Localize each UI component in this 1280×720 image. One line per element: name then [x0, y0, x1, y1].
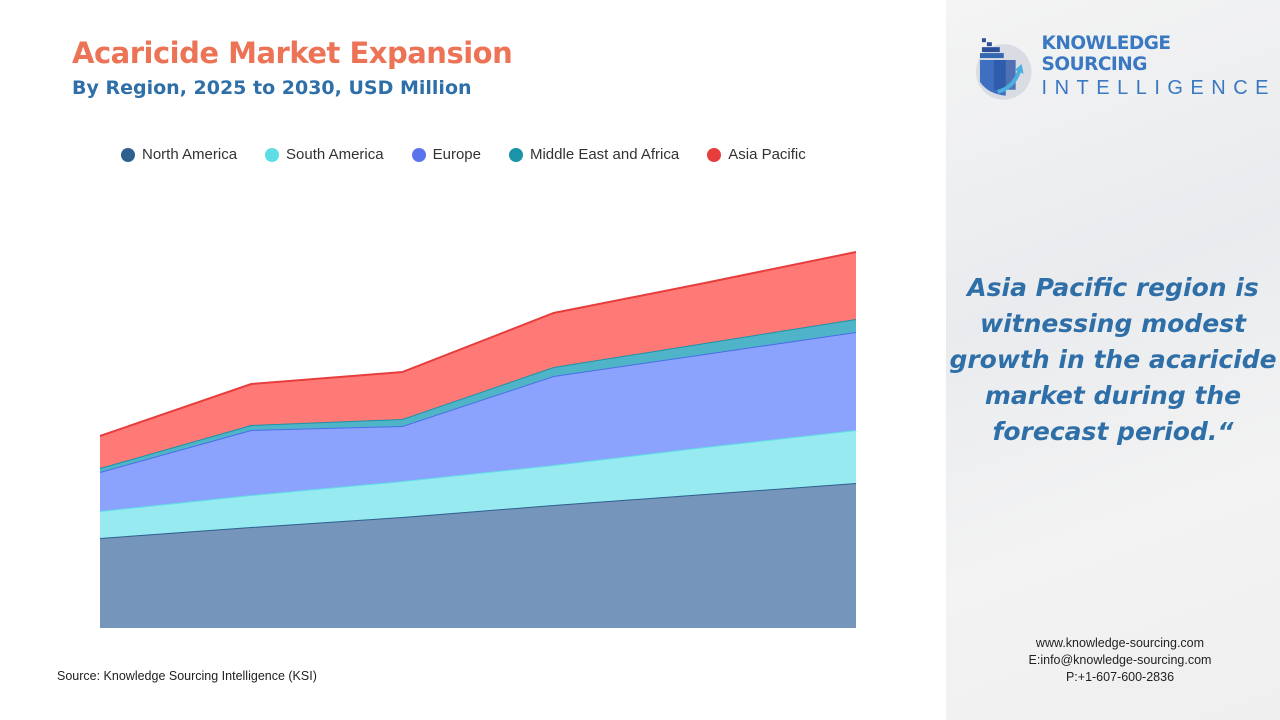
area-asia-pacific — [100, 252, 856, 468]
logo-icon — [975, 38, 1032, 100]
email-link[interactable]: E:info@knowledge-sourcing.com — [1028, 653, 1212, 667]
area-middle-east-and-africa — [100, 319, 856, 472]
source-note: Source: Knowledge Sourcing Intelligence … — [57, 669, 317, 683]
legend-dot — [411, 147, 426, 162]
logo: KNOWLEDGE SOURCING INTELLIGENCE — [974, 30, 1280, 102]
side-panel — [946, 0, 1280, 720]
area-south-america — [100, 430, 856, 538]
legend-dot — [121, 147, 135, 162]
highlight-quote: Asia Pacific region is witnessing modest… — [949, 273, 1277, 446]
legend-dot — [707, 147, 722, 162]
area-north-america — [100, 483, 856, 628]
area-europe — [100, 332, 856, 511]
line-europe — [99, 331, 857, 473]
legend-item-asia-pacific: Asia Pacific — [707, 146, 806, 163]
legend-label: Asia Pacific — [728, 146, 806, 163]
legend-label: South America — [286, 146, 384, 163]
legend: North America South America Europe Middl… — [121, 146, 806, 163]
phone-number: P:+1-607-600-2836 — [1065, 670, 1175, 684]
legend-dot — [508, 147, 523, 162]
legend-item-south-america: South America — [265, 146, 384, 163]
legend-item-middle-east-africa: Middle East and Africa — [508, 146, 680, 163]
legend-dot — [265, 147, 280, 162]
logo-text-line1: KNOWLEDGE SOURCING — [1041, 32, 1172, 75]
legend-item-europe: Europe — [411, 146, 481, 163]
logo-text-line2: INTELLIGENCE — [1041, 76, 1276, 99]
legend-label: North America — [142, 146, 238, 163]
line-asia-pacific — [99, 251, 857, 437]
legend-label: Middle East and Africa — [529, 146, 680, 163]
chart-title: Acaricide Market Expansion — [72, 36, 513, 70]
stacked-area-chart — [99, 251, 857, 628]
legend-label: Europe — [432, 146, 481, 163]
website-link[interactable]: www.knowledge-sourcing.com — [1035, 636, 1205, 650]
legend-item-north-america: North America — [121, 146, 237, 163]
contact-info: www.knowledge-sourcing.com E:info@knowle… — [1000, 635, 1240, 686]
chart-subtitle: By Region, 2025 to 2030, USD Million — [72, 77, 472, 99]
